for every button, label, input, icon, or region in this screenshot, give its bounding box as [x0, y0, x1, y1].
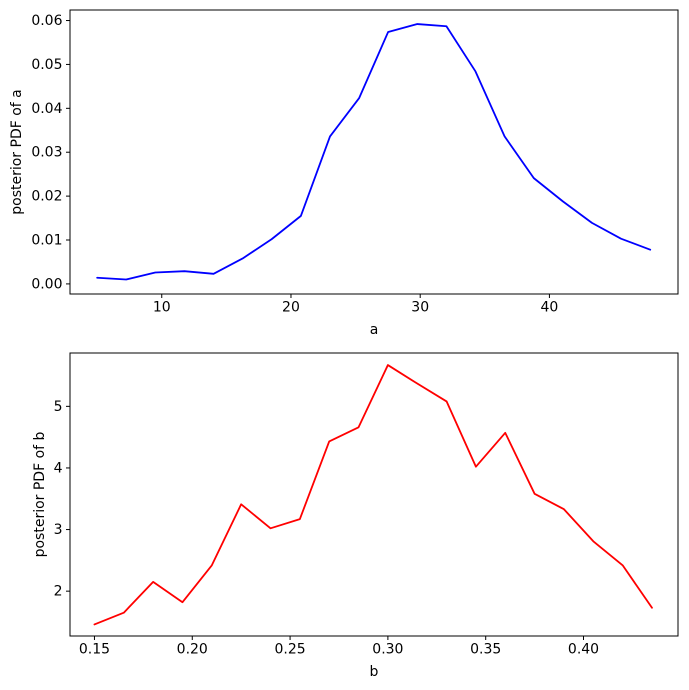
x-axis-label: a — [370, 322, 379, 338]
y-tick-label: 0.00 — [31, 276, 62, 292]
x-axis-label: b — [370, 664, 379, 680]
y-axis-label: posterior PDF of a — [9, 89, 25, 215]
y-tick-label: 0.01 — [31, 233, 62, 249]
x-tick-label: 40 — [541, 300, 559, 316]
y-tick-label: 4 — [54, 460, 63, 476]
line-series — [93, 364, 653, 626]
y-tick-label: 3 — [54, 522, 63, 538]
x-tick-label: 0.15 — [79, 642, 110, 658]
y-tick-label: 0.06 — [31, 13, 62, 29]
y-tick-label: 0.03 — [31, 145, 62, 161]
x-tick-label: 20 — [282, 300, 300, 316]
x-tick-label: 0.35 — [470, 642, 501, 658]
y-tick-label: 5 — [54, 399, 63, 415]
x-tick-label: 0.30 — [372, 642, 403, 658]
x-tick-label: 30 — [411, 300, 429, 316]
line-series — [96, 23, 652, 281]
x-tick-label: 0.25 — [274, 642, 305, 658]
y-tick-label: 2 — [54, 584, 63, 600]
x-tick-label: 10 — [153, 300, 171, 316]
x-tick-label: 0.40 — [568, 642, 599, 658]
axes-frame — [69, 9, 679, 295]
y-tick-label: 0.04 — [31, 101, 62, 117]
y-tick-label: 0.02 — [31, 189, 62, 205]
x-tick-label: 0.20 — [177, 642, 208, 658]
y-tick-label: 0.05 — [31, 57, 62, 73]
axes-frame — [69, 352, 679, 637]
y-axis-label: posterior PDF of b — [32, 431, 48, 557]
